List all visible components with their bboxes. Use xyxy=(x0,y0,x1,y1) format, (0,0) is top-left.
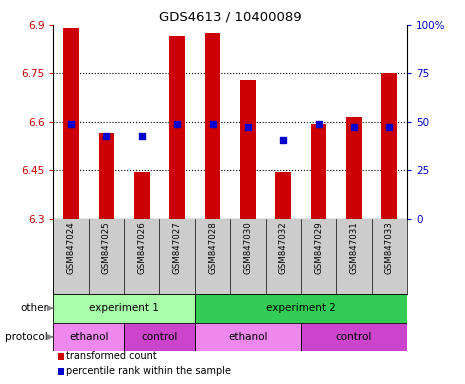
Bar xyxy=(346,117,362,219)
Bar xyxy=(240,80,256,219)
Text: control: control xyxy=(141,332,178,342)
Bar xyxy=(301,323,407,351)
Text: GSM847031: GSM847031 xyxy=(349,221,359,274)
Bar xyxy=(134,172,150,219)
Point xyxy=(103,133,110,139)
Bar xyxy=(63,28,79,219)
Point xyxy=(209,121,216,127)
Bar xyxy=(311,124,326,219)
Bar xyxy=(124,323,195,351)
Title: GDS4613 / 10400089: GDS4613 / 10400089 xyxy=(159,11,301,24)
Bar xyxy=(169,36,185,219)
Bar xyxy=(275,172,291,219)
Text: GSM847028: GSM847028 xyxy=(208,221,217,274)
Point xyxy=(385,124,393,130)
Text: GSM847026: GSM847026 xyxy=(137,221,146,274)
Point xyxy=(138,133,146,139)
Point xyxy=(350,124,358,130)
Text: ethanol: ethanol xyxy=(69,332,108,342)
Bar xyxy=(195,294,407,323)
Bar xyxy=(53,323,124,351)
Point xyxy=(279,137,287,143)
Text: GSM847033: GSM847033 xyxy=(385,221,394,274)
Text: GSM847029: GSM847029 xyxy=(314,221,323,274)
Text: protocol: protocol xyxy=(6,332,48,342)
Text: control: control xyxy=(336,332,372,342)
Bar xyxy=(99,133,114,219)
Text: transformed count: transformed count xyxy=(66,351,157,361)
Bar xyxy=(195,323,301,351)
Point xyxy=(67,121,75,127)
Text: GSM847032: GSM847032 xyxy=(279,221,288,274)
Point xyxy=(244,124,252,130)
Text: GSM847024: GSM847024 xyxy=(66,221,76,274)
Text: GSM847030: GSM847030 xyxy=(243,221,252,274)
Bar xyxy=(381,73,397,219)
Text: percentile rank within the sample: percentile rank within the sample xyxy=(66,366,231,376)
Text: experiment 1: experiment 1 xyxy=(89,303,159,313)
Text: ethanol: ethanol xyxy=(228,332,267,342)
Text: GSM847027: GSM847027 xyxy=(173,221,182,274)
Text: GSM847025: GSM847025 xyxy=(102,221,111,274)
Text: other: other xyxy=(20,303,48,313)
Point xyxy=(173,121,181,127)
Text: experiment 2: experiment 2 xyxy=(266,303,336,313)
Point xyxy=(315,121,322,127)
Bar xyxy=(53,294,195,323)
Bar xyxy=(205,33,220,219)
